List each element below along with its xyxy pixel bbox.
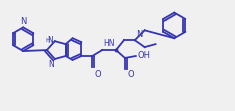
Text: N: N: [48, 60, 54, 69]
Text: O: O: [94, 70, 101, 79]
Text: OH: OH: [138, 52, 151, 60]
Text: O: O: [128, 70, 134, 79]
Text: HN: HN: [103, 39, 115, 48]
Text: N: N: [136, 30, 142, 39]
Text: H: H: [45, 38, 50, 43]
Text: N: N: [47, 36, 53, 45]
Text: N: N: [20, 17, 26, 26]
